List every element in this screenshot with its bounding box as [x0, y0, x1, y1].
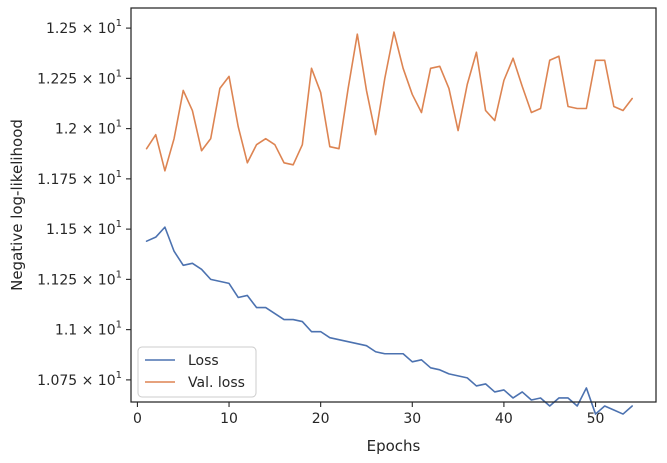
y-tick-label: 1.15 × 101 [46, 219, 122, 238]
x-tick-label: 30 [403, 411, 421, 427]
x-axis-label: Epochs [367, 437, 421, 455]
x-axis: 0 10 20 30 40 50 [133, 402, 604, 427]
axes-frame [130, 7, 657, 403]
legend-label-loss: Loss [188, 353, 219, 369]
x-tick-label: 40 [495, 411, 513, 427]
legend: Loss Val. loss [137, 346, 257, 398]
y-axis-label: Negative log-likelihood [8, 119, 26, 291]
plot-lines [145, 31, 633, 415]
series-line-loss [145, 226, 633, 415]
x-tick-label: 20 [312, 411, 330, 427]
x-tick-label: 0 [133, 411, 142, 427]
y-tick-label: 1.225 × 101 [37, 68, 122, 87]
series-line-val-loss [145, 31, 633, 172]
y-tick-label: 1.175 × 101 [37, 169, 122, 188]
y-tick-label: 1.1 × 101 [55, 320, 122, 339]
legend-label-val-loss: Val. loss [188, 375, 245, 391]
y-tick-label: 1.2 × 101 [55, 119, 122, 138]
y-tick-label: 1.125 × 101 [37, 269, 122, 288]
y-axis: 1.075 × 101 1.1 × 101 1.125 × 101 1.15 × 10… [37, 18, 131, 389]
y-tick-label: 1.25 × 101 [46, 18, 122, 37]
x-tick-label: 10 [220, 411, 238, 427]
y-tick-label: 1.075 × 101 [37, 370, 122, 389]
x-tick-label: 50 [587, 411, 605, 427]
